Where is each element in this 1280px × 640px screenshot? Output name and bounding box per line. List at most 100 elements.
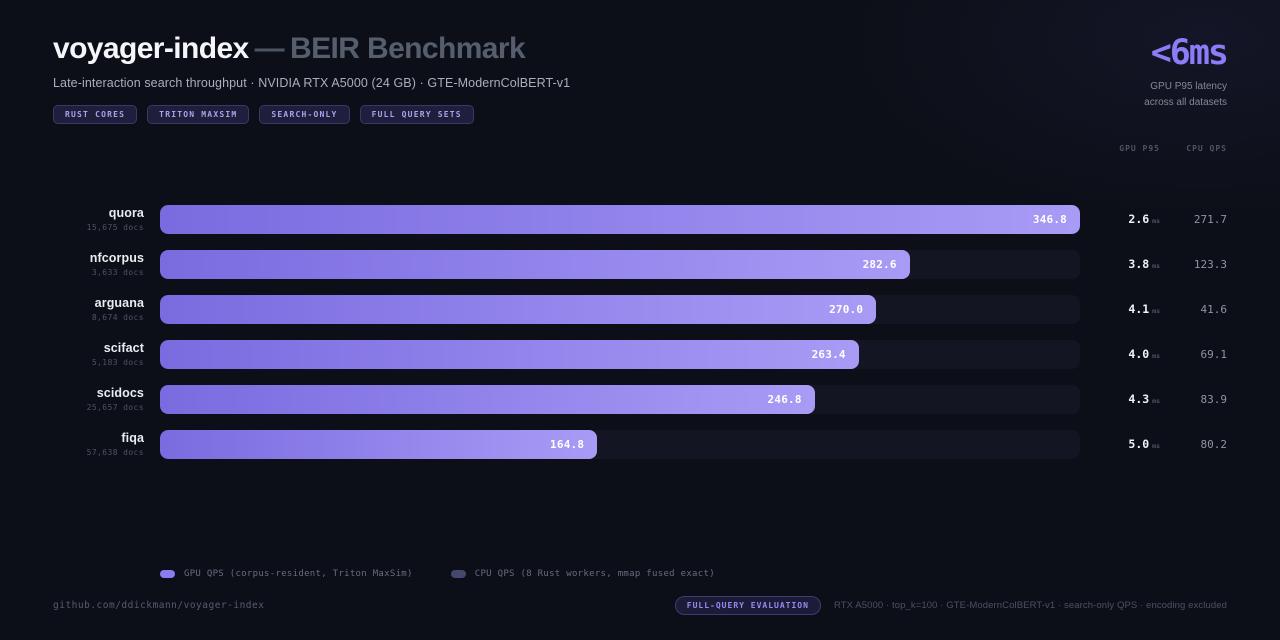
bar-track: 346.8 <box>160 204 1080 234</box>
dataset-doc-count: 15,675 docs <box>86 223 144 232</box>
footer: github.com/ddickmann/voyager-index FULL-… <box>53 595 1227 615</box>
gpu-p95-unit: ms <box>1152 442 1160 450</box>
gpu-qps-value: 164.8 <box>550 437 585 451</box>
evaluation-badge: FULL-QUERY EVALUATION <box>674 595 821 615</box>
cpu-qps-cell: 41.6 <box>1200 302 1228 316</box>
latency-highlight: <6ms GPU P95 latency across all datasets <box>1144 33 1229 110</box>
gpu-qps-value: 282.6 <box>862 257 897 271</box>
gpu-p95-value: 4.0 <box>1128 347 1150 361</box>
gpu-p95-unit: ms <box>1152 262 1160 270</box>
feature-chip: TRITON MAXSIM <box>147 104 250 124</box>
footer-note: RTX A5000 · top_k=100 · GTE-ModernColBER… <box>833 599 1227 611</box>
gpu-p95-value: 5.0 <box>1128 437 1150 451</box>
chart-rows: quora 15,675 docs 346.8 2.6 ms 271.7 nfco… <box>53 204 1228 459</box>
chart-row: arguana 8,674 docs 270.0 4.1 ms 41.6 <box>53 294 1228 324</box>
dataset-name: nfcorpus <box>89 251 144 265</box>
gpu-p95-unit: ms <box>1152 217 1160 225</box>
dataset-label: arguana 8,674 docs <box>53 296 160 322</box>
legend-swatch <box>450 569 466 578</box>
chart-row: scidocs 25,657 docs 246.8 4.3 ms 83.9 <box>53 384 1228 414</box>
gpu-p95-value: 3.8 <box>1128 257 1150 271</box>
legend-label: GPU QPS (corpus-resident, Triton MaxSim) <box>184 568 413 579</box>
bar-track: 246.8 <box>160 384 1080 414</box>
dataset-label: scidocs 25,657 docs <box>53 386 160 412</box>
gpu-p95-unit: ms <box>1152 352 1160 360</box>
feature-chip: RUST CORES <box>53 104 138 124</box>
benchmark-page: voyager-index — BEIR Benchmark Late-intera… <box>53 32 1229 615</box>
chart-row: nfcorpus 3,633 docs 282.6 3.8 ms 123.3 <box>53 249 1227 279</box>
latency-highlight-value: <6ms <box>1150 33 1229 73</box>
latency-caption-line1: GPU P95 latency <box>1150 81 1227 92</box>
gpu-p95-cell: 4.3 ms <box>1080 390 1160 408</box>
legend-swatch <box>160 569 175 578</box>
dataset-label: nfcorpus 3,633 docs <box>53 251 160 277</box>
gpu-qps-bar: 282.6 <box>160 249 910 279</box>
title-benchmark-name: BEIR Benchmark <box>290 32 526 65</box>
gpu-p95-cell: 2.6 ms <box>1080 210 1160 228</box>
title-project-name: voyager-index <box>53 32 249 65</box>
cpu-qps-cell: 271.7 <box>1193 212 1227 226</box>
feature-chip: FULL QUERY SETS <box>359 104 474 124</box>
repo-link[interactable]: github.com/ddickmann/voyager-index <box>53 599 265 611</box>
legend-item: CPU QPS (8 Rust workers, mmap fused exac… <box>450 568 715 579</box>
column-header-gpu-p95: GPU P95 <box>1119 143 1160 153</box>
dataset-label: quora 15,675 docs <box>53 206 160 232</box>
dataset-label: fiqa 57,638 docs <box>53 431 160 457</box>
dataset-name: fiqa <box>121 431 144 445</box>
bar-track: 164.8 <box>160 429 1080 459</box>
gpu-qps-value: 346.8 <box>1032 212 1067 226</box>
dataset-doc-count: 3,633 docs <box>91 268 144 277</box>
latency-highlight-caption: GPU P95 latency across all datasets <box>1144 79 1227 110</box>
legend: GPU QPS (corpus-resident, Triton MaxSim)… <box>160 569 1227 579</box>
header-left: voyager-index — BEIR Benchmark Late-intera… <box>53 32 570 124</box>
gpu-p95-cell: 4.1 ms <box>1080 300 1160 318</box>
legend-item: GPU QPS (corpus-resident, Triton MaxSim) <box>160 569 413 579</box>
dataset-name: arguana <box>94 296 144 310</box>
gpu-qps-bar: 263.4 <box>160 339 859 369</box>
gpu-qps-value: 263.4 <box>811 347 846 361</box>
feature-chips: RUST CORES TRITON MAXSIM SEARCH-ONLY FUL… <box>53 104 570 124</box>
page-title: voyager-index — BEIR Benchmark <box>53 32 570 67</box>
bar-track: 263.4 <box>160 339 1080 369</box>
cpu-qps-cell: 80.2 <box>1200 437 1228 451</box>
gpu-qps-value: 246.8 <box>767 392 802 406</box>
chart-row: scifact 5,183 docs 263.4 4.0 ms 69.1 <box>53 339 1228 369</box>
gpu-qps-bar: 164.8 <box>160 429 598 459</box>
footer-right: FULL-QUERY EVALUATION RTX A5000 · top_k=… <box>674 595 1227 615</box>
dataset-name: scidocs <box>96 386 144 400</box>
chart-row: quora 15,675 docs 346.8 2.6 ms 271.7 <box>53 204 1227 234</box>
dataset-doc-count: 8,674 docs <box>91 313 144 322</box>
gpu-p95-unit: ms <box>1152 307 1160 315</box>
dataset-doc-count: 5,183 docs <box>91 358 144 367</box>
bar-track: 270.0 <box>160 294 1080 324</box>
gpu-p95-cell: 3.8 ms <box>1080 255 1160 273</box>
feature-chip: SEARCH-ONLY <box>259 104 350 124</box>
title-separator: — <box>254 32 285 65</box>
header: voyager-index — BEIR Benchmark Late-intera… <box>53 32 1229 124</box>
gpu-p95-value: 4.3 <box>1128 392 1150 406</box>
dataset-doc-count: 57,638 docs <box>86 448 144 457</box>
gpu-p95-unit: ms <box>1152 397 1160 405</box>
gpu-qps-bar: 346.8 <box>160 204 1080 234</box>
dataset-name: quora <box>108 206 144 220</box>
bar-track: 282.6 <box>160 249 1080 279</box>
gpu-p95-cell: 4.0 ms <box>1080 345 1160 363</box>
cpu-qps-cell: 83.9 <box>1200 392 1228 406</box>
latency-caption-line2: across all datasets <box>1144 96 1227 108</box>
dataset-name: scifact <box>103 341 144 355</box>
column-header-cpu-qps: CPU QPS <box>1186 143 1227 153</box>
gpu-p95-value: 2.6 <box>1128 212 1150 226</box>
dataset-label: scifact 5,183 docs <box>53 341 160 367</box>
chart-row: fiqa 57,638 docs 164.8 5.0 ms 80.2 <box>53 429 1228 459</box>
cpu-qps-cell: 69.1 <box>1200 347 1228 361</box>
dataset-doc-count: 25,657 docs <box>86 403 144 412</box>
column-headers: GPU P95 CPU QPS <box>53 144 1227 153</box>
legend-label: CPU QPS (8 Rust workers, mmap fused exac… <box>474 568 715 579</box>
cpu-qps-cell: 123.3 <box>1193 257 1227 271</box>
subtitle: Late-interaction search throughput · NVI… <box>53 75 571 90</box>
gpu-qps-bar: 246.8 <box>160 384 815 414</box>
gpu-p95-cell: 5.0 ms <box>1080 435 1160 453</box>
gpu-qps-bar: 270.0 <box>160 294 877 324</box>
gpu-p95-value: 4.1 <box>1128 302 1150 316</box>
gpu-qps-value: 270.0 <box>829 302 864 316</box>
